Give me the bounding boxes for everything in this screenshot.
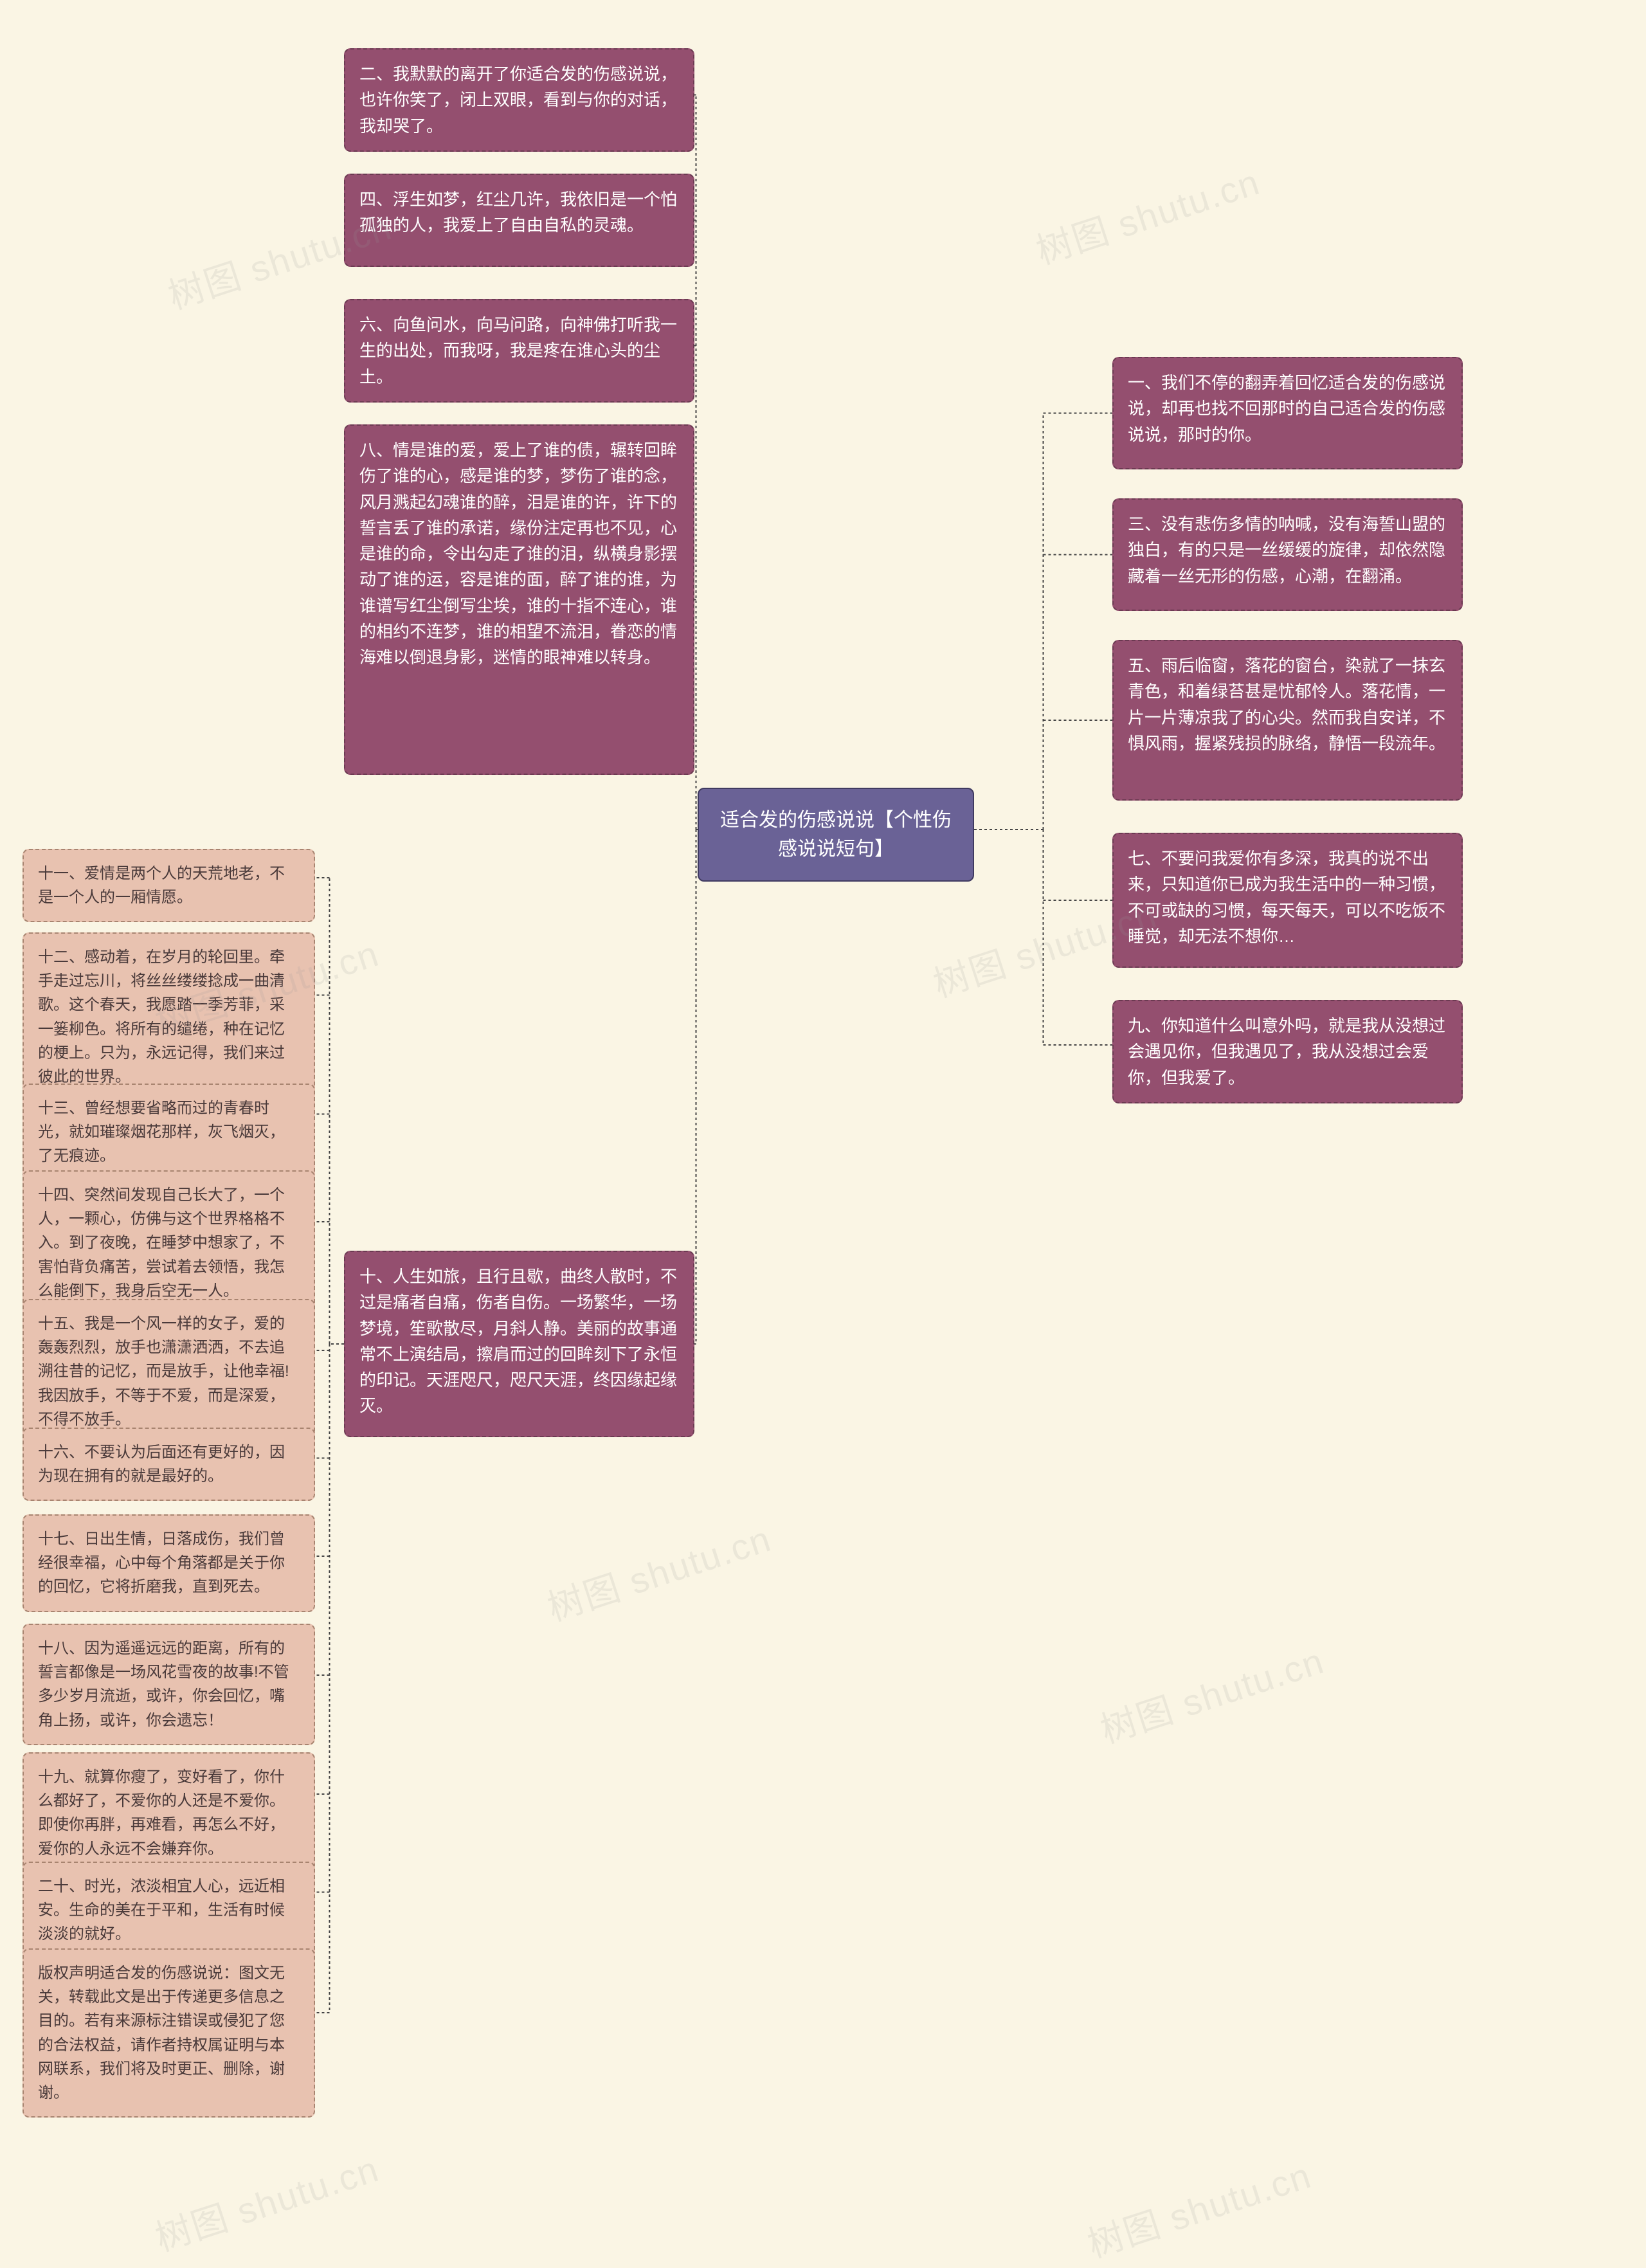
leaf-item-18: 十八、因为遥遥远远的距离，所有的誓言都像是一场风花雪夜的故事!不管多少岁月流逝，… <box>23 1624 315 1745</box>
watermark-text: 树图 shutu.cn <box>1080 2146 1317 2268</box>
leaf-item-19: 十九、就算你瘦了，变好看了，你什么都好了，不爱你的人还是不爱你。即使你再胖，再难… <box>23 1752 315 1874</box>
node-item-6: 六、向鱼问水，向马问路，向神佛打听我一生的出处，而我呀，我是疼在谁心头的尘土。 <box>344 299 694 403</box>
watermark-text: 树图 shutu.cn <box>540 1510 777 1631</box>
node-item-4: 四、浮生如梦，红尘几许，我依旧是一个怕孤独的人，我爱上了自由自私的灵魂。 <box>344 174 694 267</box>
node-item-3: 三、没有悲伤多情的呐喊，没有海誓山盟的独白，有的只是一丝缓缓的旋律，却依然隐藏着… <box>1112 498 1463 611</box>
node-item-1: 一、我们不停的翻弄着回忆适合发的伤感说说，却再也找不回那时的自己适合发的伤感说说… <box>1112 357 1463 469</box>
node-item-2: 二、我默默的离开了你适合发的伤感说说，也许你笑了，闭上双眼，看到与你的对话，我却… <box>344 48 694 152</box>
leaf-item-17: 十七、日出生情，日落成伤，我们曾经很幸福，心中每个角落都是关于你的回忆，它将折磨… <box>23 1514 315 1612</box>
leaf-item-20: 二十、时光，浓淡相宜人心，远近相安。生命的美在于平和，生活有时候淡淡的就好。 <box>23 1862 315 1959</box>
node-item-7: 七、不要问我爱你有多深，我真的说不出来，只知道你已成为我生活中的一种习惯，不可或… <box>1112 833 1463 968</box>
leaf-item-11: 十一、爱情是两个人的天荒地老，不是一个人的一厢情愿。 <box>23 849 315 922</box>
leaf-item-12: 十二、感动着，在岁月的轮回里。牵手走过忘川，将丝丝缕缕捻成一曲清歌。这个春天，我… <box>23 932 315 1102</box>
node-item-9: 九、你知道什么叫意外吗，就是我从没想过会遇见你，但我遇见了，我从没想过会爱你，但… <box>1112 1000 1463 1103</box>
node-item-8: 八、情是谁的爱，爱上了谁的债，辗转回眸伤了谁的心，感是谁的梦，梦伤了谁的念，风月… <box>344 424 694 775</box>
leaf-copyright: 版权声明适合发的伤感说说：图文无关，转载此文是出于传递更多信息之目的。若有来源标… <box>23 1948 315 2118</box>
center-topic: 适合发的伤感说说【个性伤感说说短句】 <box>698 788 974 882</box>
watermark-text: 树图 shutu.cn <box>1029 153 1266 275</box>
mindmap-canvas: 适合发的伤感说说【个性伤感说说短句】 一、我们不停的翻弄着回忆适合发的伤感说说，… <box>0 0 1646 2268</box>
node-item-10: 十、人生如旅，且行且歇，曲终人散时，不过是痛者自痛，伤者自伤。一场繁华，一场梦境… <box>344 1251 694 1437</box>
node-item-5: 五、雨后临窗，落花的窗台，染就了一抹玄青色，和着绿苔甚是忧郁怜人。落花情，一片一… <box>1112 640 1463 801</box>
watermark-text: 树图 shutu.cn <box>148 2140 385 2262</box>
leaf-item-14: 十四、突然间发现自己长大了，一个人，一颗心，仿佛与这个世界格格不入。到了夜晚，在… <box>23 1170 315 1316</box>
watermark-text: 树图 shutu.cn <box>1093 1632 1330 1754</box>
leaf-item-16: 十六、不要认为后面还有更好的，因为现在拥有的就是最好的。 <box>23 1428 315 1501</box>
leaf-item-15: 十五、我是一个风一样的女子，爱的轰轰烈烈，放手也潇潇洒洒，不去追溯往昔的记忆，而… <box>23 1299 315 1444</box>
leaf-item-13: 十三、曾经想要省略而过的青春时光，就如璀璨烟花那样，灰飞烟灭，了无痕迹。 <box>23 1084 315 1181</box>
